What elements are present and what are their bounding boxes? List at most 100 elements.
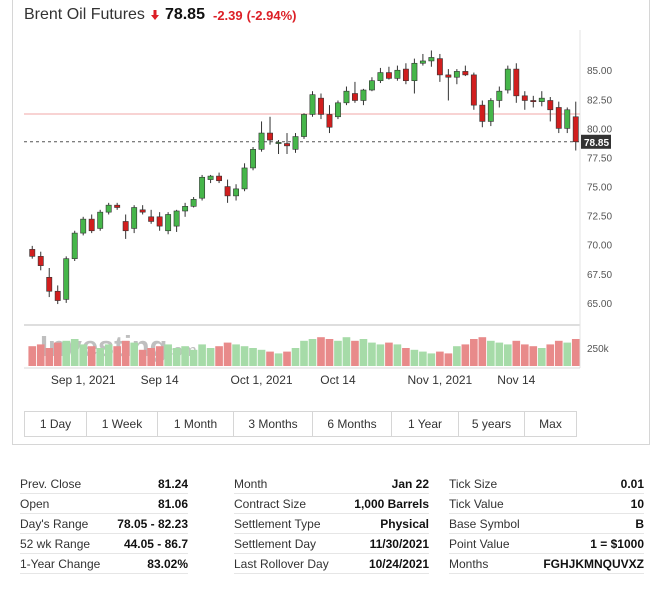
candle-body bbox=[530, 100, 537, 102]
stats-row: Month Jan 22 bbox=[234, 474, 429, 494]
stats-column: Month Jan 22 Contract Size 1,000 Barrels Set… bbox=[234, 474, 429, 574]
candle-body bbox=[496, 90, 503, 101]
arrow-down-icon bbox=[150, 10, 159, 20]
volume-bar bbox=[155, 346, 164, 366]
candle-body bbox=[453, 71, 460, 78]
candle-body bbox=[275, 142, 282, 144]
candle-body bbox=[190, 199, 197, 207]
volume-bar bbox=[206, 348, 215, 366]
time-tick-label: Nov 14 bbox=[497, 373, 535, 387]
timeframe-tab[interactable]: 1 Day bbox=[25, 412, 87, 436]
time-tick-label: Sep 14 bbox=[141, 373, 179, 387]
stats-row: Last Rollover Day 10/24/2021 bbox=[234, 554, 429, 574]
price-tick-label: 72.50 bbox=[587, 212, 612, 223]
stats-value: 10 bbox=[630, 496, 644, 511]
last-price: 78.85 bbox=[164, 6, 205, 23]
stats-value: 10/24/2021 bbox=[368, 556, 429, 571]
candle-body bbox=[538, 97, 545, 102]
stats-value: 0.01 bbox=[620, 476, 644, 491]
price-tick-label: 67.50 bbox=[587, 270, 612, 281]
volume-bar bbox=[461, 344, 470, 366]
volume-tick-label: 250k bbox=[587, 344, 610, 355]
stats-row: 1-Year Change 83.02% bbox=[20, 554, 188, 574]
stats-value: 81.06 bbox=[157, 496, 188, 511]
volume-bar bbox=[334, 340, 342, 366]
volume-bar bbox=[121, 340, 130, 366]
timeframe-tab[interactable]: 3 Months bbox=[234, 412, 313, 436]
stats-value: Jan 22 bbox=[391, 476, 429, 491]
stats-row: Contract Size 1,000 Barrels bbox=[234, 494, 429, 514]
candle-body bbox=[224, 186, 231, 197]
volume-bar bbox=[410, 349, 419, 366]
chart-card bbox=[12, 0, 650, 445]
last-price-label: 78.85 bbox=[584, 138, 609, 149]
stats-row: Tick Size 0.01 bbox=[449, 474, 644, 494]
candle-body bbox=[88, 218, 95, 232]
stats-label: Month bbox=[234, 476, 268, 491]
candle-body bbox=[318, 97, 324, 115]
stats-label: Day's Range bbox=[20, 516, 89, 531]
timeframe-tab[interactable]: 6 Months bbox=[313, 412, 392, 436]
volume-bar bbox=[223, 342, 232, 366]
volume-bar bbox=[487, 340, 495, 366]
candle-body bbox=[402, 68, 409, 82]
stats-label: Contract Size bbox=[234, 496, 307, 511]
volume-bar bbox=[181, 346, 189, 366]
stats-row: Day's Range 78.05 - 82.23 bbox=[20, 514, 188, 534]
stats-label: Tick Size bbox=[449, 476, 498, 491]
candle-body bbox=[37, 256, 44, 266]
stats-label: Settlement Type bbox=[234, 516, 321, 531]
price-change: -2.39 bbox=[212, 7, 243, 23]
volume-bar bbox=[436, 351, 444, 366]
stats-value: Physical bbox=[380, 516, 429, 531]
timeframe-tab[interactable]: Max bbox=[539, 417, 562, 431]
candle-body bbox=[199, 176, 206, 199]
candle-body bbox=[29, 249, 36, 257]
volume-bar bbox=[291, 348, 300, 366]
candle-body bbox=[487, 100, 494, 122]
stats-label: Last Rollover Day bbox=[234, 556, 329, 571]
candle-body bbox=[428, 57, 435, 62]
candle-body bbox=[114, 204, 121, 208]
volume-bar bbox=[385, 342, 393, 366]
volume-bar bbox=[368, 342, 376, 366]
price-change-percent: (-2.94%) bbox=[246, 7, 297, 23]
price-chart[interactable]: Investing.com85.0082.5080.0077.5075.0072… bbox=[0, 0, 662, 400]
stats-value: B bbox=[635, 516, 644, 531]
stats-label: Open bbox=[20, 496, 50, 511]
timeframe-tab[interactable]: 1 Week bbox=[87, 412, 158, 436]
candle-body bbox=[105, 204, 112, 213]
volume-bar bbox=[138, 349, 147, 366]
volume-bar bbox=[172, 348, 181, 366]
stats-row: Settlement Type Physical bbox=[234, 514, 429, 534]
price-tick-label: 75.00 bbox=[587, 183, 612, 194]
volume-bar bbox=[257, 349, 266, 366]
candle-body bbox=[173, 210, 180, 227]
price-tick-label: 77.50 bbox=[587, 153, 612, 164]
candle-body bbox=[385, 72, 392, 79]
volume-bar bbox=[300, 340, 308, 366]
price-tick-label: 70.00 bbox=[587, 241, 612, 252]
volume-bar bbox=[266, 351, 274, 366]
stats-value: 44.05 - 86.7 bbox=[123, 536, 188, 551]
volume-bar bbox=[36, 344, 45, 366]
timeframe-tab[interactable]: 5 years bbox=[459, 412, 525, 436]
volume-bar bbox=[96, 348, 105, 366]
candle-body bbox=[369, 80, 375, 91]
candle-body bbox=[165, 214, 172, 232]
timeframe-tab[interactable]: 1 Month bbox=[158, 412, 234, 436]
volume-bar bbox=[164, 344, 172, 366]
stats-value: 83.02% bbox=[147, 556, 188, 571]
candle-body bbox=[360, 89, 367, 101]
volume-bar bbox=[308, 339, 317, 366]
candle-body bbox=[250, 149, 256, 169]
volume-bar bbox=[53, 342, 62, 366]
volume-bar bbox=[419, 351, 427, 366]
stats-value: 11/30/2021 bbox=[369, 536, 429, 551]
candle-body bbox=[309, 94, 316, 115]
volume-bar bbox=[28, 346, 37, 366]
candle-body bbox=[139, 209, 146, 213]
timeframe-tab[interactable]: 1 Year bbox=[392, 412, 459, 436]
candle-body bbox=[148, 216, 155, 222]
candle-body bbox=[504, 68, 511, 91]
